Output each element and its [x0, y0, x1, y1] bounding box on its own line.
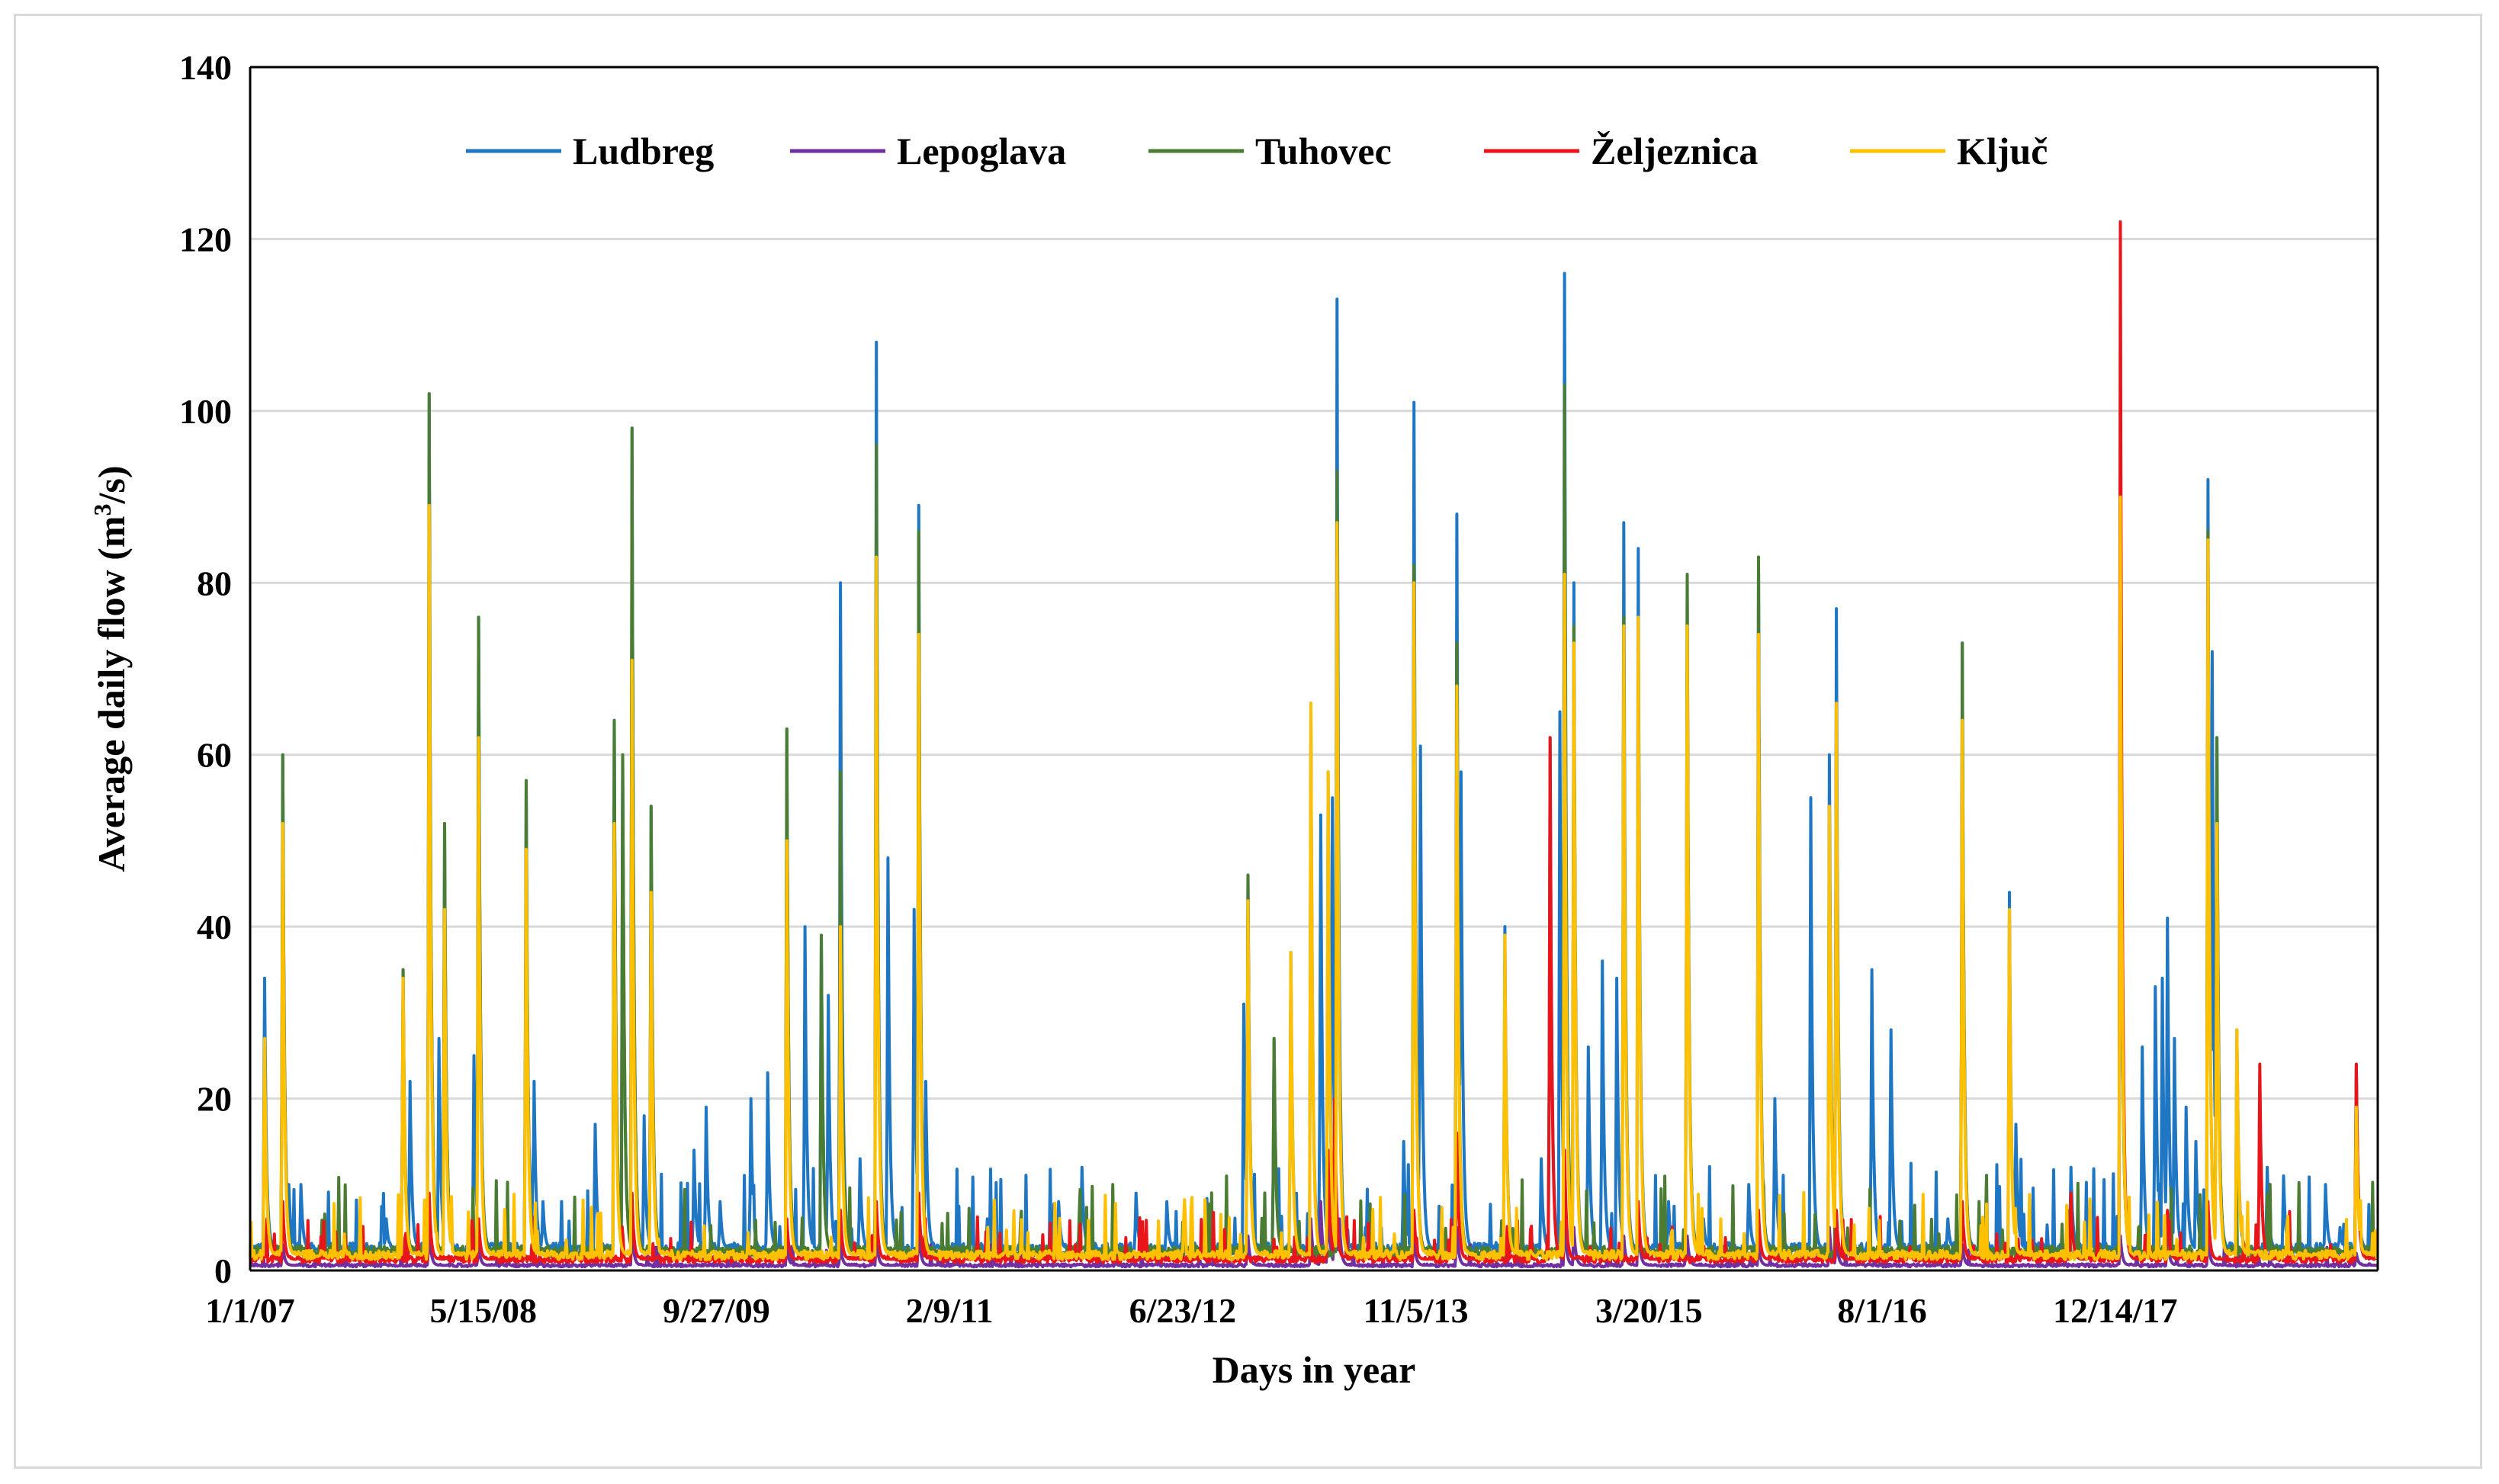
x-tick-label: 6/23/12 — [1129, 1291, 1237, 1330]
y-tick-label: 100 — [179, 392, 232, 431]
legend-label: Željeznica — [1591, 130, 1758, 172]
y-tick-label: 80 — [197, 564, 232, 602]
x-tick-label: 5/15/08 — [429, 1291, 537, 1330]
x-tick-label: 8/1/16 — [1837, 1291, 1927, 1330]
series-line-5 — [249, 495, 2379, 1261]
legend: Ludbreg Lepoglava Tuhovec Željeznica Ključ — [466, 130, 2048, 172]
x-tick-label: 3/20/15 — [1595, 1291, 1703, 1330]
y-tick-label: 140 — [179, 48, 232, 87]
legend-label: Ludbreg — [573, 130, 714, 172]
y-tick-label: 20 — [197, 1080, 232, 1119]
series-lines — [249, 220, 2379, 1269]
x-axis-title: Days in year — [1213, 1348, 1416, 1391]
x-tick-label: 12/14/17 — [2053, 1291, 2178, 1330]
x-tick-label: 1/1/07 — [205, 1291, 295, 1330]
chart-frame: 0 20 40 60 80 100 120 140 1/1/07 5/15/08 9/27/09 2… — [14, 14, 2482, 1469]
line-chart: 0 20 40 60 80 100 120 140 1/1/07 5/15/08 9/27/09 2… — [88, 48, 2379, 1391]
y-tick-label: 0 — [214, 1251, 232, 1290]
legend-label: Tuhovec — [1255, 130, 1392, 172]
series-line-4 — [249, 220, 2379, 1264]
y-axis-title-sup: 3 — [88, 503, 116, 516]
legend-label: Ključ — [1957, 130, 2048, 172]
x-tick-label: 11/5/13 — [1364, 1291, 1469, 1330]
y-axis-title-prefix: Average daily flow (m — [90, 516, 133, 872]
y-tick-labels: 0 20 40 60 80 100 120 140 — [179, 48, 232, 1290]
x-tick-label: 9/27/09 — [663, 1291, 770, 1330]
axes — [249, 66, 2379, 1272]
y-tick-label: 40 — [197, 907, 232, 946]
x-tick-labels: 1/1/07 5/15/08 9/27/09 2/9/11 6/23/12 11/5/13… — [205, 1291, 2177, 1330]
y-tick-label: 60 — [197, 736, 232, 775]
y-tick-label: 120 — [179, 220, 232, 259]
legend-label: Lepoglava — [897, 130, 1066, 172]
gridlines — [250, 237, 2378, 1100]
y-axis-title: Average daily flow (m3/s) — [88, 465, 133, 872]
x-tick-label: 2/9/11 — [906, 1291, 994, 1330]
y-axis-title-suffix: /s) — [90, 465, 133, 504]
